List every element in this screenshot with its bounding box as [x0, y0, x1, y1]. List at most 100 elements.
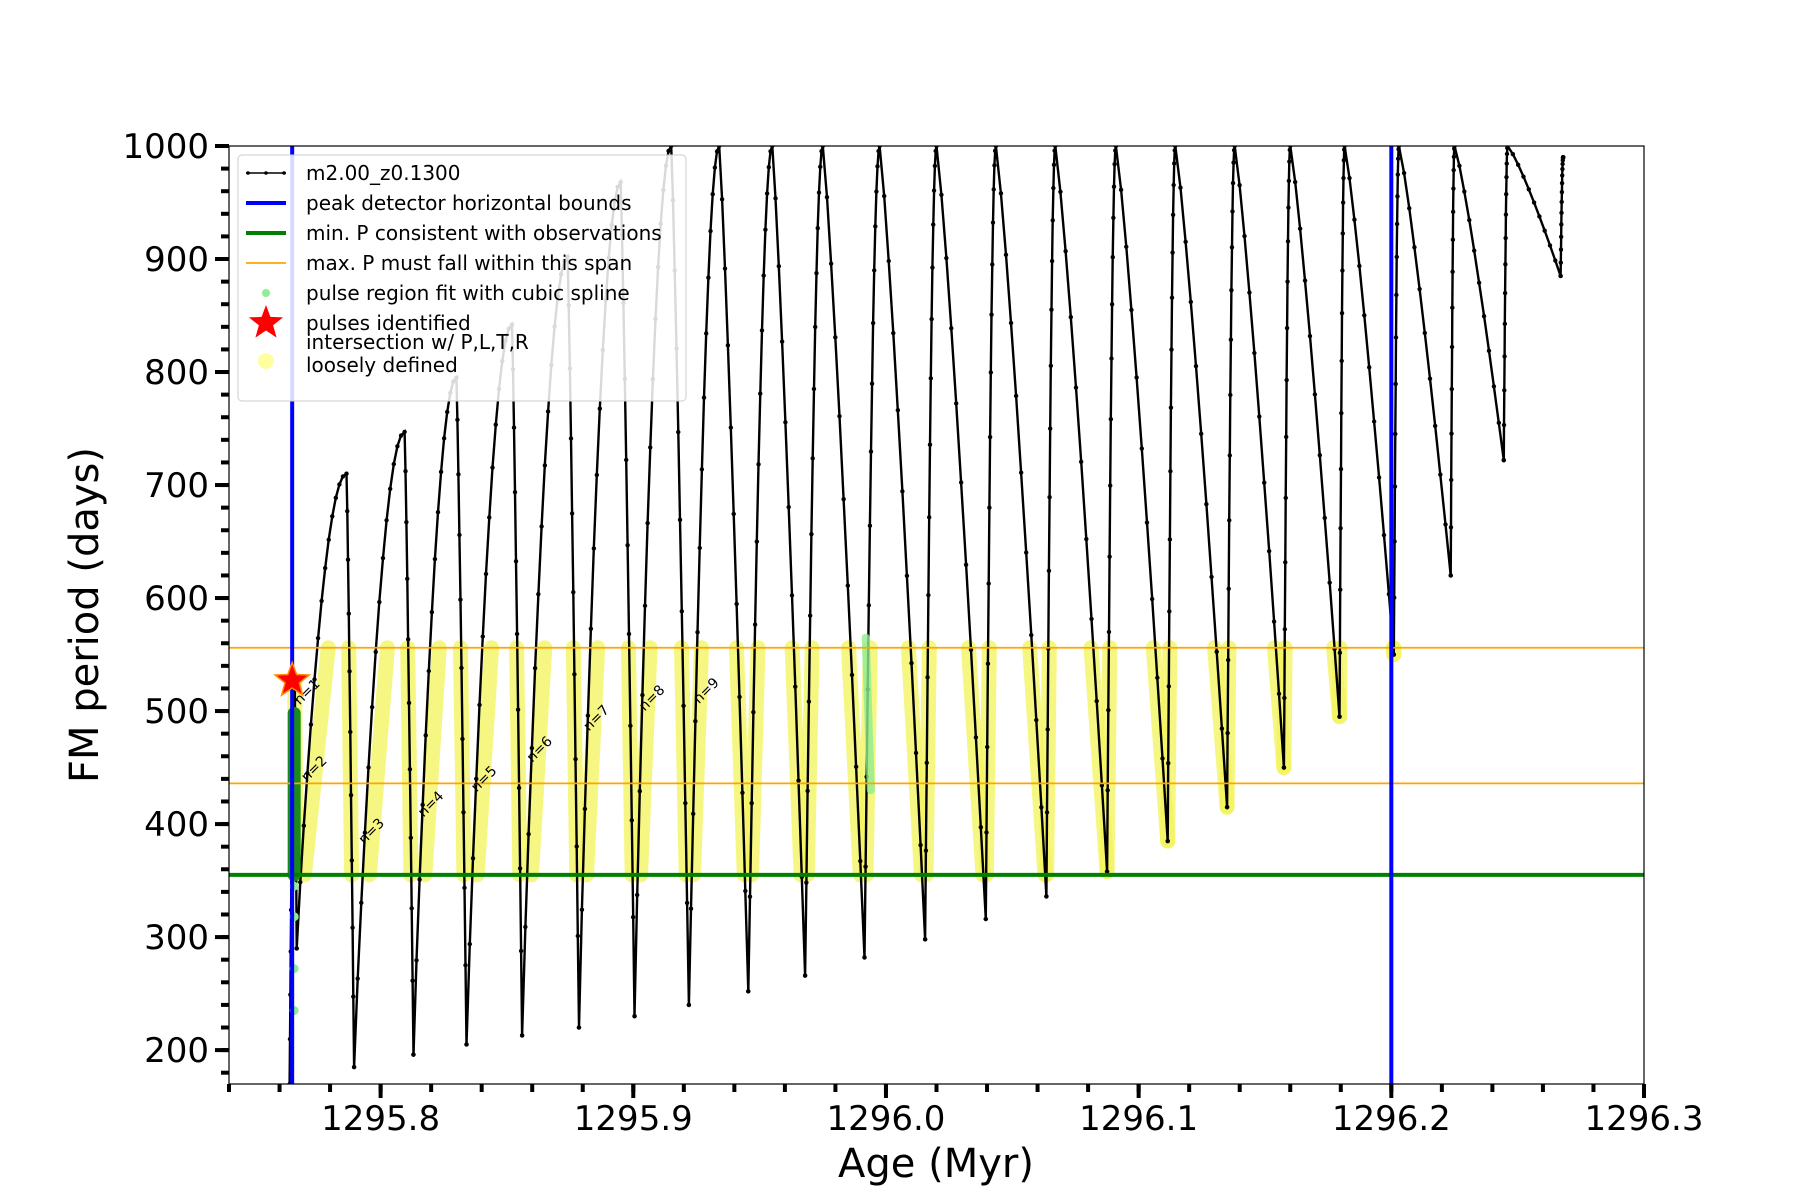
curve-point	[348, 792, 354, 798]
x-tick-label: 1295.9	[574, 1099, 693, 1139]
legend-label: peak detector horizontal bounds	[306, 191, 632, 215]
curve-point	[1171, 161, 1177, 166]
curve-point	[407, 767, 413, 772]
curve-point	[642, 603, 648, 608]
curve-point	[1051, 185, 1056, 191]
curve-point	[391, 461, 396, 467]
curve-point	[1393, 381, 1398, 387]
curve-point	[398, 433, 404, 438]
curve-point	[640, 692, 645, 698]
curve-point	[1322, 515, 1327, 521]
y-tick-label: 1000	[122, 127, 209, 167]
curve-point	[1276, 691, 1282, 696]
pulse-label: n=4	[415, 788, 447, 820]
curve-point	[704, 331, 709, 336]
curve-point	[699, 467, 705, 472]
curve-point	[1204, 501, 1209, 507]
curve-point	[645, 520, 650, 526]
curve-point	[346, 611, 351, 616]
curve-point	[409, 906, 414, 911]
curve-point	[417, 877, 422, 882]
intersection-band	[632, 640, 658, 883]
curve-point	[1449, 431, 1454, 436]
curve-point	[1501, 457, 1506, 463]
curve-point	[983, 916, 988, 922]
curve-point	[786, 504, 791, 510]
curve-point	[301, 823, 307, 828]
curve-point	[758, 391, 763, 396]
curve-point	[1450, 209, 1456, 215]
curve-point	[1312, 392, 1318, 397]
curve-point	[922, 937, 928, 942]
curve-point	[1450, 305, 1455, 310]
curve-point	[516, 785, 522, 791]
curve-point	[402, 429, 407, 435]
curve-point	[891, 330, 896, 336]
curve-point	[294, 946, 299, 951]
curve-point	[405, 576, 410, 581]
curve-point	[931, 222, 936, 227]
pulse-label: n=5	[468, 763, 500, 795]
curve-point	[585, 713, 591, 718]
curve-point	[728, 425, 734, 430]
curve-point	[824, 194, 830, 200]
curve-point	[1078, 459, 1084, 465]
y-axis-label: FM period (days)	[62, 447, 108, 783]
curve-point	[1347, 175, 1352, 181]
curve-point	[1422, 330, 1428, 336]
curve-point	[1412, 245, 1417, 250]
curve-point	[924, 760, 929, 766]
curve-point	[693, 719, 698, 724]
curve-point	[1155, 675, 1160, 680]
curve-point	[837, 414, 842, 419]
curve-point	[1449, 477, 1454, 483]
curve-point	[925, 675, 930, 680]
curve-point	[828, 261, 834, 266]
curve-point	[1339, 310, 1345, 316]
curve-point	[804, 880, 809, 885]
curve-point	[1225, 657, 1231, 663]
pulse-identified-star	[273, 660, 312, 697]
curve-point	[944, 255, 949, 261]
curve-point	[876, 148, 881, 154]
curve-point	[511, 425, 517, 430]
curve-point	[1049, 258, 1055, 264]
curve-point	[954, 401, 959, 406]
curve-point	[766, 164, 772, 170]
curve-point	[1044, 810, 1050, 815]
legend-marker	[248, 305, 284, 338]
curve-point	[985, 744, 990, 750]
curve-point	[1106, 629, 1112, 635]
curve-point	[1395, 194, 1400, 199]
curve-point	[695, 630, 700, 635]
curve-point	[1107, 554, 1112, 559]
curve-point	[666, 148, 671, 154]
pulse-label: n=7	[581, 702, 613, 734]
curve-point	[987, 434, 993, 440]
curve-point	[576, 1025, 582, 1030]
curve-point	[493, 422, 498, 427]
curve-point	[1504, 174, 1509, 180]
curve-point	[869, 381, 875, 386]
curve-point	[305, 771, 310, 776]
curve-point	[874, 189, 879, 194]
curve-point	[569, 511, 575, 516]
curve-point	[1338, 587, 1343, 592]
curve-point	[1170, 250, 1175, 255]
curve-point	[445, 409, 450, 415]
curve-point	[793, 684, 798, 689]
legend-label: max. P must fall within this span	[306, 251, 632, 275]
curve-point	[789, 593, 795, 598]
x-axis-label: Age (Myr)	[838, 1141, 1034, 1187]
curve-point	[1496, 420, 1502, 426]
curve-point	[1395, 172, 1401, 177]
y-tick-label: 600	[144, 579, 209, 619]
intersection-band	[361, 640, 395, 883]
curve-point	[1432, 423, 1438, 429]
curve-point	[853, 764, 859, 770]
legend-marker	[264, 171, 268, 175]
curve-point	[683, 800, 688, 806]
curve-point	[759, 328, 765, 333]
curve-point	[1168, 469, 1173, 474]
curve-point	[319, 598, 324, 604]
